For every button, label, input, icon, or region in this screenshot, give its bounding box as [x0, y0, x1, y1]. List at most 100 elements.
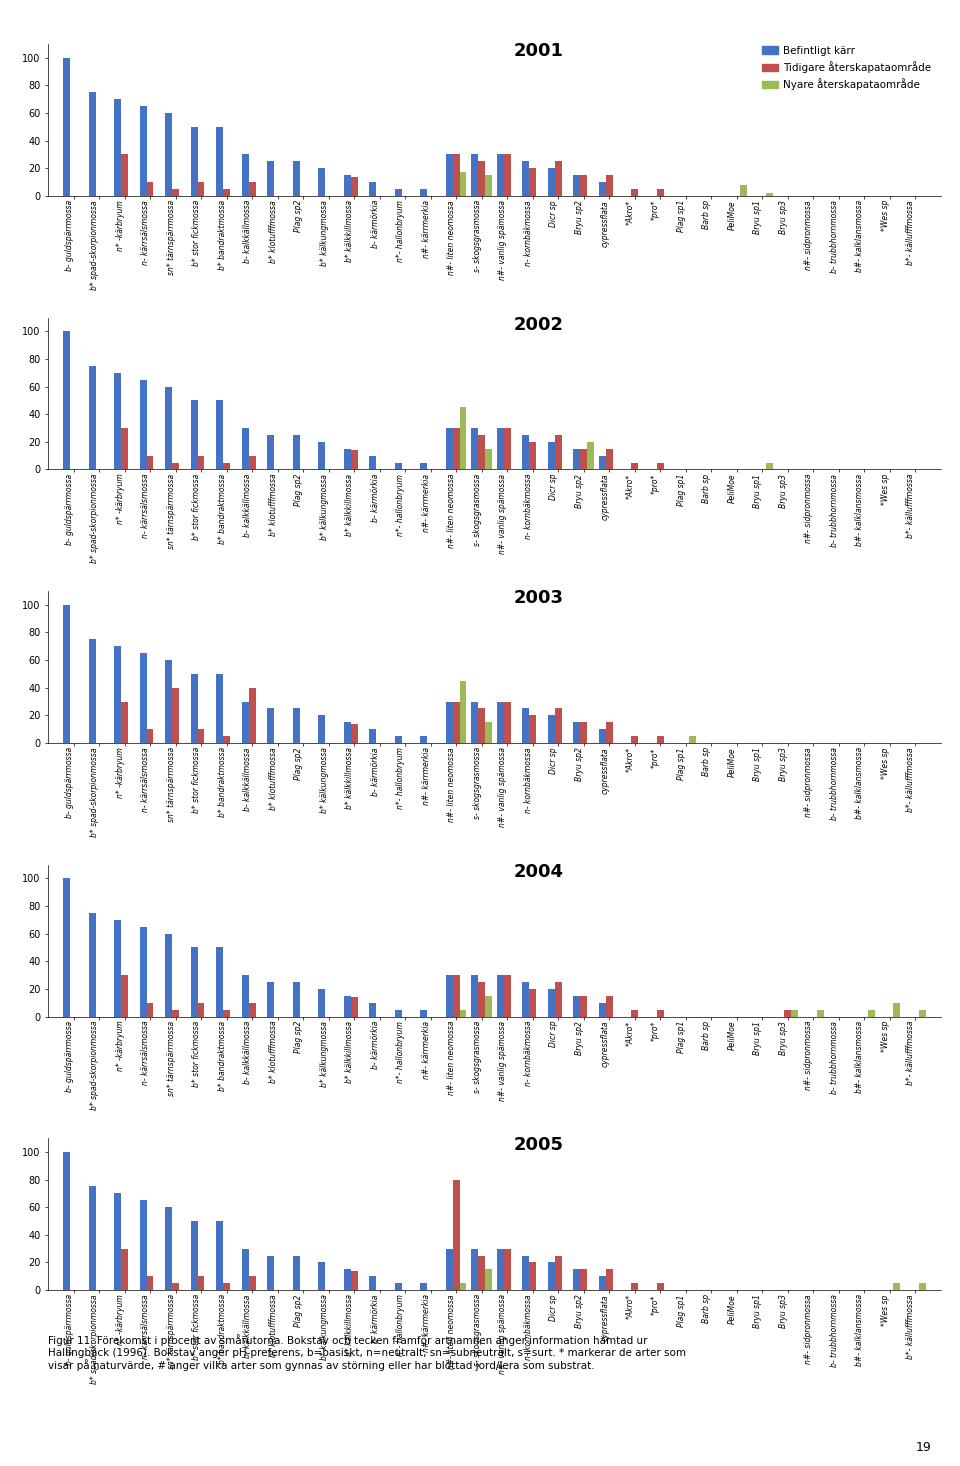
- Bar: [445, 975, 453, 1016]
- Bar: [599, 1003, 606, 1016]
- Bar: [529, 169, 536, 196]
- Bar: [580, 1270, 588, 1290]
- Bar: [573, 176, 580, 196]
- Bar: [267, 1255, 275, 1290]
- Bar: [147, 1003, 154, 1016]
- Bar: [191, 128, 198, 196]
- Bar: [555, 708, 562, 743]
- Bar: [293, 435, 300, 469]
- Bar: [191, 1221, 198, 1290]
- Bar: [370, 182, 376, 196]
- Bar: [223, 1283, 230, 1290]
- Bar: [267, 708, 275, 743]
- Bar: [114, 100, 121, 196]
- Bar: [580, 995, 588, 1016]
- Bar: [198, 1277, 204, 1290]
- Bar: [344, 176, 350, 196]
- Bar: [140, 927, 147, 1016]
- Bar: [63, 57, 70, 196]
- Bar: [395, 189, 401, 196]
- Bar: [114, 1193, 121, 1290]
- Bar: [657, 189, 663, 196]
- Bar: [63, 605, 70, 743]
- Bar: [657, 736, 663, 743]
- Bar: [497, 702, 504, 743]
- Text: 2003: 2003: [514, 589, 564, 607]
- Bar: [344, 449, 350, 469]
- Bar: [573, 995, 580, 1016]
- Bar: [529, 441, 536, 469]
- Bar: [370, 729, 376, 743]
- Bar: [191, 947, 198, 1016]
- Bar: [267, 435, 275, 469]
- Text: Figur 11. Förekomst i procent av smårutorna. Bokstav och tecken framför artnamne: Figur 11. Förekomst i procent av småruto…: [48, 1334, 686, 1372]
- Bar: [599, 1277, 606, 1290]
- Bar: [140, 1201, 147, 1290]
- Bar: [657, 1010, 663, 1016]
- Bar: [395, 1283, 401, 1290]
- Bar: [580, 449, 588, 469]
- Bar: [529, 990, 536, 1016]
- Bar: [216, 128, 223, 196]
- Bar: [249, 688, 255, 743]
- Bar: [548, 169, 555, 196]
- Bar: [420, 1010, 427, 1016]
- Bar: [919, 1010, 925, 1016]
- Text: 2002: 2002: [514, 315, 564, 334]
- Bar: [249, 456, 255, 469]
- Bar: [606, 1270, 612, 1290]
- Bar: [453, 702, 460, 743]
- Bar: [555, 435, 562, 469]
- Bar: [529, 1262, 536, 1290]
- Bar: [319, 990, 325, 1016]
- Bar: [172, 463, 179, 469]
- Bar: [242, 154, 249, 196]
- Bar: [453, 1180, 460, 1290]
- Bar: [555, 161, 562, 196]
- Bar: [147, 182, 154, 196]
- Bar: [580, 723, 588, 743]
- Bar: [63, 878, 70, 1016]
- Bar: [165, 660, 172, 743]
- Bar: [497, 428, 504, 469]
- Bar: [445, 154, 453, 196]
- Bar: [632, 1010, 638, 1016]
- Bar: [919, 1283, 925, 1290]
- Bar: [350, 176, 357, 196]
- Bar: [88, 1186, 96, 1290]
- Bar: [606, 449, 612, 469]
- Bar: [420, 463, 427, 469]
- Bar: [216, 947, 223, 1016]
- Bar: [242, 975, 249, 1016]
- Bar: [267, 982, 275, 1016]
- Bar: [420, 1283, 427, 1290]
- Bar: [504, 702, 511, 743]
- Bar: [191, 674, 198, 743]
- Bar: [504, 975, 511, 1016]
- Bar: [420, 189, 427, 196]
- Bar: [140, 380, 147, 469]
- Bar: [395, 463, 401, 469]
- Bar: [504, 154, 511, 196]
- Bar: [293, 708, 300, 743]
- Bar: [121, 428, 128, 469]
- Bar: [350, 1271, 357, 1290]
- Bar: [522, 708, 529, 743]
- Bar: [370, 1277, 376, 1290]
- Bar: [657, 463, 663, 469]
- Bar: [599, 729, 606, 743]
- Bar: [460, 408, 467, 469]
- Legend: Befintligt kärr, Tidigare återskapataområde, Nyare återskapataområde: Befintligt kärr, Tidigare återskapataomr…: [758, 41, 936, 94]
- Bar: [121, 1249, 128, 1290]
- Bar: [319, 1262, 325, 1290]
- Bar: [121, 975, 128, 1016]
- Bar: [471, 428, 478, 469]
- Bar: [350, 450, 357, 469]
- Bar: [216, 674, 223, 743]
- Bar: [88, 913, 96, 1016]
- Bar: [319, 715, 325, 743]
- Bar: [344, 723, 350, 743]
- Bar: [497, 1249, 504, 1290]
- Bar: [599, 456, 606, 469]
- Bar: [293, 1255, 300, 1290]
